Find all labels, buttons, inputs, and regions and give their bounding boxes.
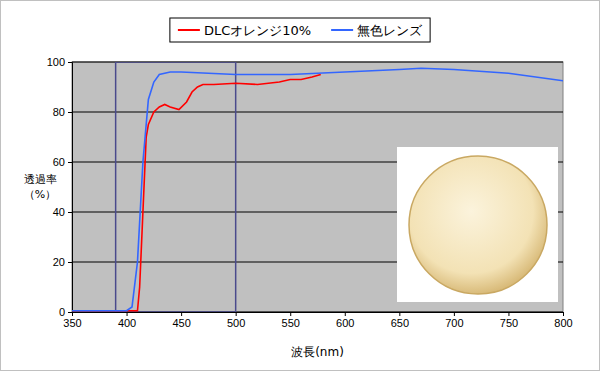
y-tick-mark [68,112,72,113]
x-tick: 750 [500,312,518,329]
x-tick: 700 [445,312,463,329]
x-tick-mark [236,312,237,316]
x-tick-label: 650 [391,317,409,329]
x-tick-label: 350 [63,317,81,329]
x-tick: 350 [63,312,81,329]
y-tick-label: 60 [53,156,65,168]
x-tick: 600 [336,312,354,329]
chart: 350 400 450 500 550 600 650 700 750 800 0 20 40 60 80 1… [0,0,600,371]
y-tick-mark [68,62,72,63]
x-tick: 500 [227,312,245,329]
legend-label: DLCオレンジ10% [204,23,311,38]
lens-photo [397,147,558,302]
x-tick: 800 [554,312,572,329]
x-tick-mark [399,312,400,316]
legend-swatch [331,29,353,31]
x-tick-mark [345,312,346,316]
y-tick: 100 [47,56,72,68]
x-tick: 550 [282,312,300,329]
grid [72,62,563,312]
series-line [72,68,563,311]
y-tick-label: 100 [47,56,65,68]
y-tick-label: 40 [53,206,65,218]
x-axis: 350 400 450 500 550 600 650 700 750 800 [63,312,572,329]
y-axis-title: 透過率 （%） [24,173,57,201]
x-tick-label: 800 [554,317,572,329]
legend-item: 無色レンズ [331,23,423,38]
x-tick: 450 [172,312,190,329]
photo-frame [397,147,558,302]
plot-area [72,62,563,312]
highlight-box [116,62,236,312]
y-axis-title-line: （%） [24,188,56,201]
y-tick: 0 [59,306,72,318]
x-tick-label: 500 [227,317,245,329]
y-axis-title-line: 透過率 [24,173,57,186]
x-tick-mark [454,312,455,316]
x-tick-label: 750 [500,317,518,329]
x-tick-label: 550 [282,317,300,329]
x-tick-mark [508,312,509,316]
legend: DLCオレンジ10% 無色レンズ [170,18,430,42]
y-tick-mark [68,262,72,263]
series-line [72,75,321,311]
legend-item: DLCオレンジ10% [178,23,311,38]
y-axis-line [68,63,73,313]
x-tick-mark [290,312,291,316]
y-tick-mark [68,212,72,213]
x-tick-mark [563,312,564,316]
x-axis-title: 波長(nm) [291,345,344,359]
grid-line [72,112,563,113]
legend-label: 無色レンズ [357,23,423,38]
x-tick-mark [127,312,128,316]
y-tick-mark [68,162,72,163]
x-axis-line [73,313,564,317]
y-tick-label: 0 [59,306,65,318]
chart-frame [1,1,600,371]
y-tick-label: 20 [53,256,65,268]
legend-swatch [178,29,200,31]
x-tick-label: 400 [118,317,136,329]
x-tick: 650 [391,312,409,329]
x-tick-label: 600 [336,317,354,329]
x-tick-label: 700 [445,317,463,329]
plot-marks [72,62,563,312]
y-tick: 20 [53,256,72,268]
x-tick-mark [181,312,182,316]
x-tick-label: 450 [172,317,190,329]
y-tick: 80 [53,106,72,118]
legend-box [170,18,430,42]
x-tick: 400 [118,312,136,329]
y-tick: 60 [53,156,72,168]
y-tick: 40 [53,206,72,218]
y-tick-label: 80 [53,106,65,118]
y-tick-mark [68,312,72,313]
lens [409,156,547,294]
